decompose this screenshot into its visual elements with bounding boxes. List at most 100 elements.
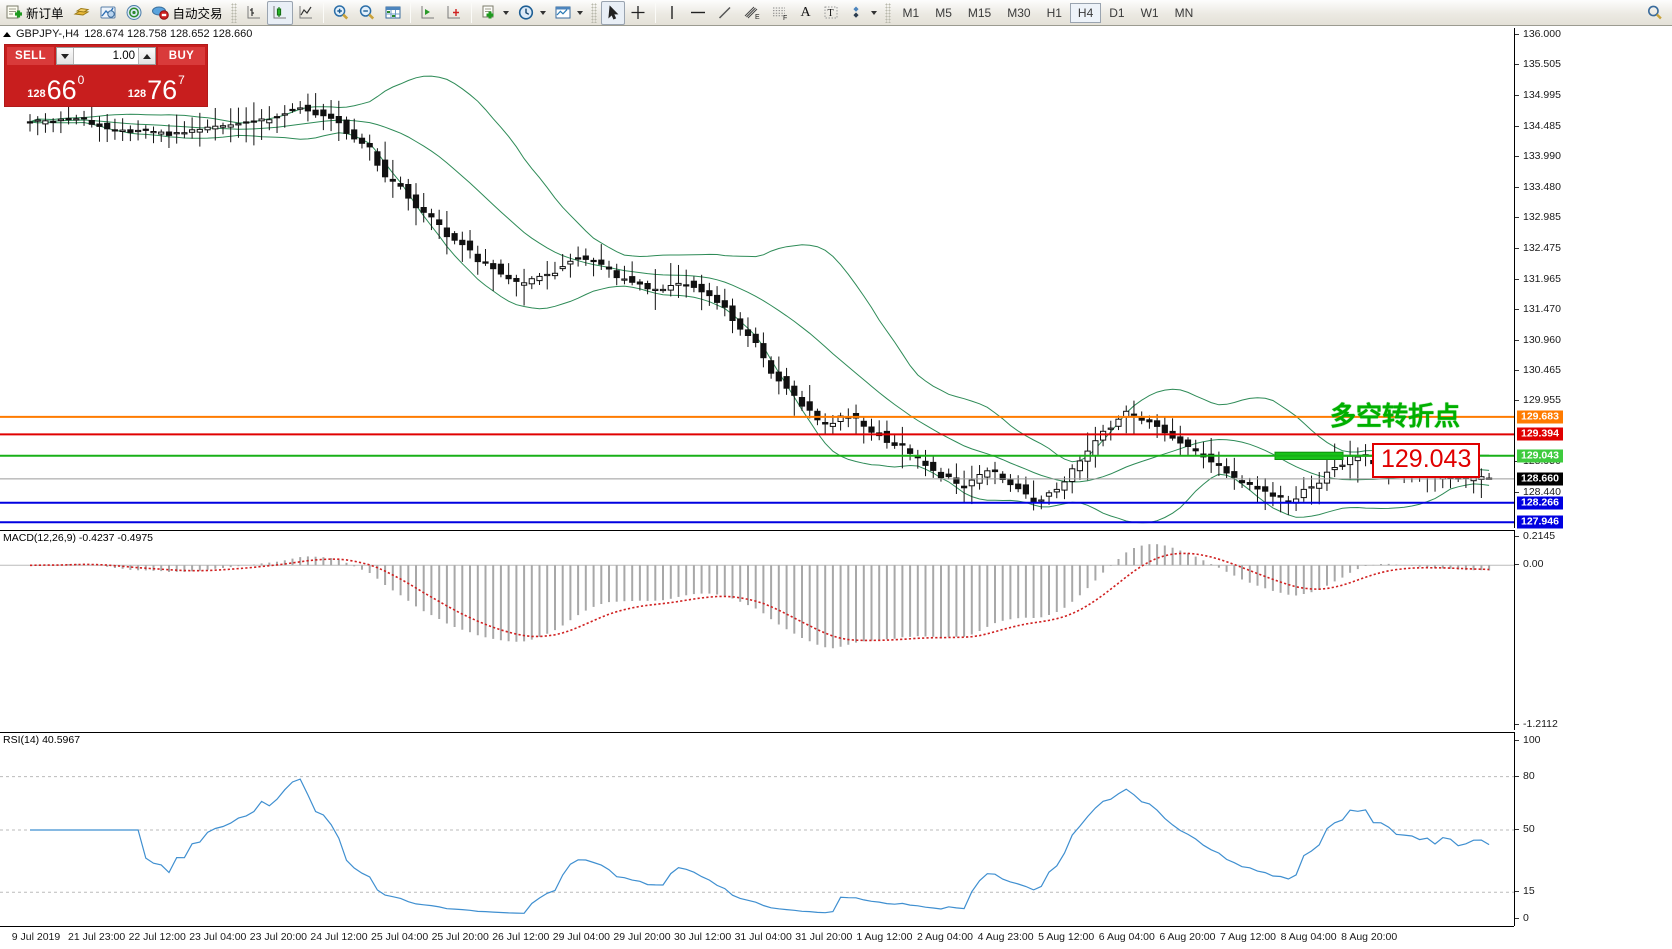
- timeframe-m5[interactable]: M5: [935, 5, 952, 20]
- macd-pane[interactable]: MACD(12,26,9) -0.4237 -0.4975: [0, 530, 1514, 730]
- chevron-down-icon[interactable]: [502, 10, 509, 15]
- buy-button[interactable]: BUY: [158, 47, 205, 65]
- template-icon: [555, 6, 571, 19]
- timeframe-d1[interactable]: D1: [1109, 5, 1125, 20]
- new-order-button[interactable]: 新订单: [2, 1, 68, 25]
- autotrading-label: 自动交易: [172, 7, 223, 21]
- time-tick: 2 Aug 04:00: [916, 931, 974, 943]
- one-click-trading-panel: SELL 1.00 BUY 128 66 0 128 76 7: [4, 44, 208, 107]
- macd-tick: 0.2145: [1515, 530, 1555, 542]
- trendline-button[interactable]: [712, 1, 738, 25]
- sell-price-quote[interactable]: 128 66 0: [7, 67, 105, 104]
- rsi-pane[interactable]: RSI(14) 40.5967: [0, 732, 1514, 926]
- text-tool-button[interactable]: A: [794, 1, 818, 25]
- grid-table-icon: [385, 6, 401, 19]
- chart-shift-icon: [421, 6, 434, 19]
- shift-chart-button[interactable]: [415, 1, 441, 25]
- timeframe-w1[interactable]: W1: [1140, 5, 1159, 20]
- new-order-label: 新订单: [26, 7, 64, 21]
- rsi-axis[interactable]: 100 80 50 15 0: [1514, 732, 1672, 926]
- volume-value[interactable]: 1.00: [74, 48, 138, 64]
- chevron-down-icon-3[interactable]: [576, 10, 583, 15]
- data-window-button[interactable]: [380, 1, 406, 25]
- sell-button[interactable]: SELL: [7, 47, 54, 65]
- price-tick: 135.505: [1515, 58, 1561, 70]
- sell-price-big: 66: [46, 75, 77, 106]
- time-tick: 9 Jul 2019: [11, 931, 61, 943]
- horizontal-line-button[interactable]: [684, 1, 712, 25]
- timeframe-m15[interactable]: M15: [967, 5, 992, 20]
- timeframe-mn[interactable]: MN: [1174, 5, 1194, 20]
- time-tick: 25 Jul 04:00: [370, 931, 429, 943]
- price-level-label[interactable]: 129.683: [1517, 410, 1563, 424]
- timeframe-h4[interactable]: H4: [1069, 2, 1102, 23]
- crosshair-tool-button[interactable]: [625, 1, 651, 25]
- volume-stepper[interactable]: 1.00: [56, 47, 156, 65]
- autoscroll-button[interactable]: [441, 1, 467, 25]
- signal-radar-icon: [126, 5, 142, 20]
- price-tick: 131.965: [1515, 273, 1561, 285]
- chevron-down-icon-volume: [61, 53, 69, 59]
- candlestick-chart-button[interactable]: [266, 0, 293, 25]
- autotrading-button[interactable]: 自动交易: [147, 1, 227, 25]
- timeframe-h1[interactable]: H1: [1046, 5, 1062, 20]
- search-button[interactable]: [1642, 1, 1668, 25]
- symbol-info-bar: GBPJPY-,H4 128.674 128.758 128.652 128.6…: [0, 28, 252, 40]
- time-tick: 21 Jul 23:00: [67, 931, 126, 943]
- fibonacci-button[interactable]: F: [766, 1, 794, 25]
- price-level-label[interactable]: 128.660: [1517, 472, 1563, 486]
- vertical-line-button[interactable]: [660, 1, 684, 25]
- bar-chart-button[interactable]: [241, 1, 267, 25]
- price-level-label[interactable]: 128.266: [1517, 496, 1563, 510]
- text-tool-label: A: [800, 4, 811, 20]
- price-tick: 132.475: [1515, 242, 1561, 254]
- rsi-canvas: [0, 776, 1514, 914]
- objects-list-button[interactable]: [844, 1, 881, 25]
- time-tick: 26 Jul 12:00: [492, 931, 550, 943]
- rsi-tick: 50: [1515, 823, 1535, 835]
- cursor-tool-button[interactable]: [600, 0, 625, 25]
- rsi-tick: 0: [1515, 912, 1529, 924]
- autoscroll-icon: [447, 6, 460, 19]
- expert-advisors-button[interactable]: [68, 1, 95, 25]
- sell-price-prefix: 128: [27, 88, 46, 100]
- price-tick: 131.470: [1515, 303, 1561, 315]
- vertical-line-icon: [670, 6, 673, 19]
- time-tick: 25 Jul 20:00: [431, 931, 489, 943]
- templates-button[interactable]: [550, 1, 587, 25]
- search-icon: [1648, 5, 1662, 20]
- macd-tick: -1.2112: [1515, 718, 1558, 730]
- indicators-button[interactable]: [476, 1, 513, 25]
- chevron-down-icon-2[interactable]: [539, 10, 546, 15]
- toolbar-grip-3[interactable]: [884, 2, 891, 23]
- price-axis[interactable]: 136.000 135.505 134.995 134.485 133.990 133.4…: [1514, 28, 1672, 529]
- volume-dropdown-button[interactable]: [57, 48, 74, 64]
- main-toolbar: 新订单: [0, 0, 1672, 26]
- timeframe-m30[interactable]: M30: [1007, 5, 1031, 20]
- octp-controls-row: SELL 1.00 BUY: [5, 45, 207, 67]
- price-tick: 134.485: [1515, 120, 1561, 132]
- rsi-tick: 100: [1515, 734, 1541, 746]
- volume-increase-button[interactable]: [138, 48, 155, 64]
- signals-button[interactable]: [121, 1, 147, 25]
- price-level-label[interactable]: 129.043: [1517, 449, 1563, 463]
- macd-axis[interactable]: 0.2145 0.00 -1.2112: [1514, 530, 1672, 730]
- line-chart-button[interactable]: [293, 1, 319, 25]
- chevron-down-icon-4[interactable]: [870, 10, 877, 15]
- time-axis[interactable]: 9 Jul 2019 21 Jul 23:00 22 Jul 12:00 23 Jul…: [0, 926, 1514, 949]
- toolbar-grip[interactable]: [230, 2, 237, 23]
- line-chart-icon: [299, 6, 312, 19]
- time-tick: 23 Jul 20:00: [249, 931, 307, 943]
- buy-price-quote[interactable]: 128 76 7: [107, 67, 205, 104]
- price-chart-pane[interactable]: 多空转折点 129.043: [0, 28, 1514, 528]
- price-level-label[interactable]: 127.946: [1517, 515, 1563, 529]
- equidistant-channel-button[interactable]: E: [738, 1, 766, 25]
- terminal-button[interactable]: [95, 1, 121, 25]
- zoom-out-button[interactable]: [354, 1, 380, 25]
- zoom-in-button[interactable]: [328, 1, 354, 25]
- price-level-label[interactable]: 129.394: [1517, 427, 1563, 441]
- toolbar-grip-2[interactable]: [590, 2, 597, 23]
- periods-button[interactable]: [513, 1, 550, 25]
- text-label-button[interactable]: T: [818, 1, 844, 25]
- timeframe-m1[interactable]: M1: [902, 5, 920, 20]
